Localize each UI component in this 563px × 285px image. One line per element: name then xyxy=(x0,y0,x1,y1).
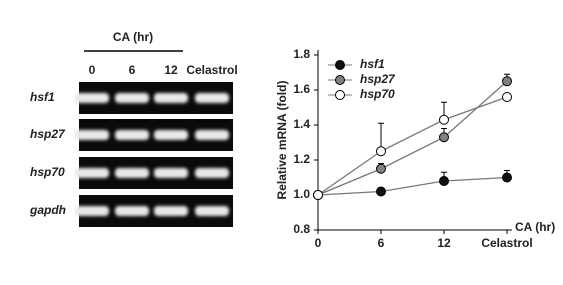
marker xyxy=(439,176,449,186)
lane-label: 6 xyxy=(129,63,136,77)
band xyxy=(115,93,149,103)
band xyxy=(154,168,188,178)
band xyxy=(154,130,188,140)
line xyxy=(317,96,508,196)
band xyxy=(75,206,109,216)
legend-label: hsp27 xyxy=(360,72,396,86)
y-tick-label: 1.2 xyxy=(293,152,310,166)
band xyxy=(115,130,149,140)
marker xyxy=(439,132,449,143)
gene-label: hsp70 xyxy=(30,165,65,179)
gene-label: hsf1 xyxy=(30,90,55,104)
gel-header: CA (hr) xyxy=(113,30,153,44)
band xyxy=(75,93,109,103)
band xyxy=(195,93,229,103)
marker xyxy=(376,186,386,197)
marker xyxy=(502,172,512,183)
marker xyxy=(313,190,323,200)
band xyxy=(115,168,149,178)
x-tick-label: 12 xyxy=(437,236,451,250)
gene-label: hsp27 xyxy=(30,127,66,141)
legend-marker xyxy=(335,75,345,85)
marker xyxy=(502,76,512,87)
lane-label: 12 xyxy=(164,63,178,77)
band xyxy=(75,168,109,178)
legend-marker xyxy=(335,60,345,70)
band xyxy=(75,130,109,140)
y-tick-label: 0.8 xyxy=(293,222,310,236)
x-tick-label: 0 xyxy=(315,236,322,250)
lane-label: Celastrol xyxy=(186,63,237,77)
line xyxy=(317,80,508,196)
y-tick-label: 1.4 xyxy=(293,117,310,131)
marker xyxy=(376,146,386,157)
band xyxy=(195,130,229,140)
lane-label: 0 xyxy=(89,63,96,77)
y-tick-label: 1.6 xyxy=(293,82,310,96)
band xyxy=(195,168,229,178)
y-tick-label: 1.8 xyxy=(293,47,310,61)
legend-label: hsp70 xyxy=(360,87,395,101)
gene-label: gapdh xyxy=(29,203,66,217)
band xyxy=(154,206,188,216)
marker xyxy=(502,92,512,102)
x-tick-label: Celastrol xyxy=(481,236,532,250)
legend-label: hsf1 xyxy=(360,57,385,71)
marker xyxy=(376,163,386,174)
marker xyxy=(439,114,449,125)
band xyxy=(154,93,188,103)
line xyxy=(317,176,508,196)
y-axis-label: Relative mRNA (fold) xyxy=(275,81,289,200)
x-tick-label: 6 xyxy=(378,236,385,250)
band xyxy=(195,206,229,216)
legend-marker xyxy=(335,90,345,100)
y-tick-label: 1.0 xyxy=(293,187,310,201)
x-axis-label: CA (hr) xyxy=(515,220,555,234)
band xyxy=(115,206,149,216)
